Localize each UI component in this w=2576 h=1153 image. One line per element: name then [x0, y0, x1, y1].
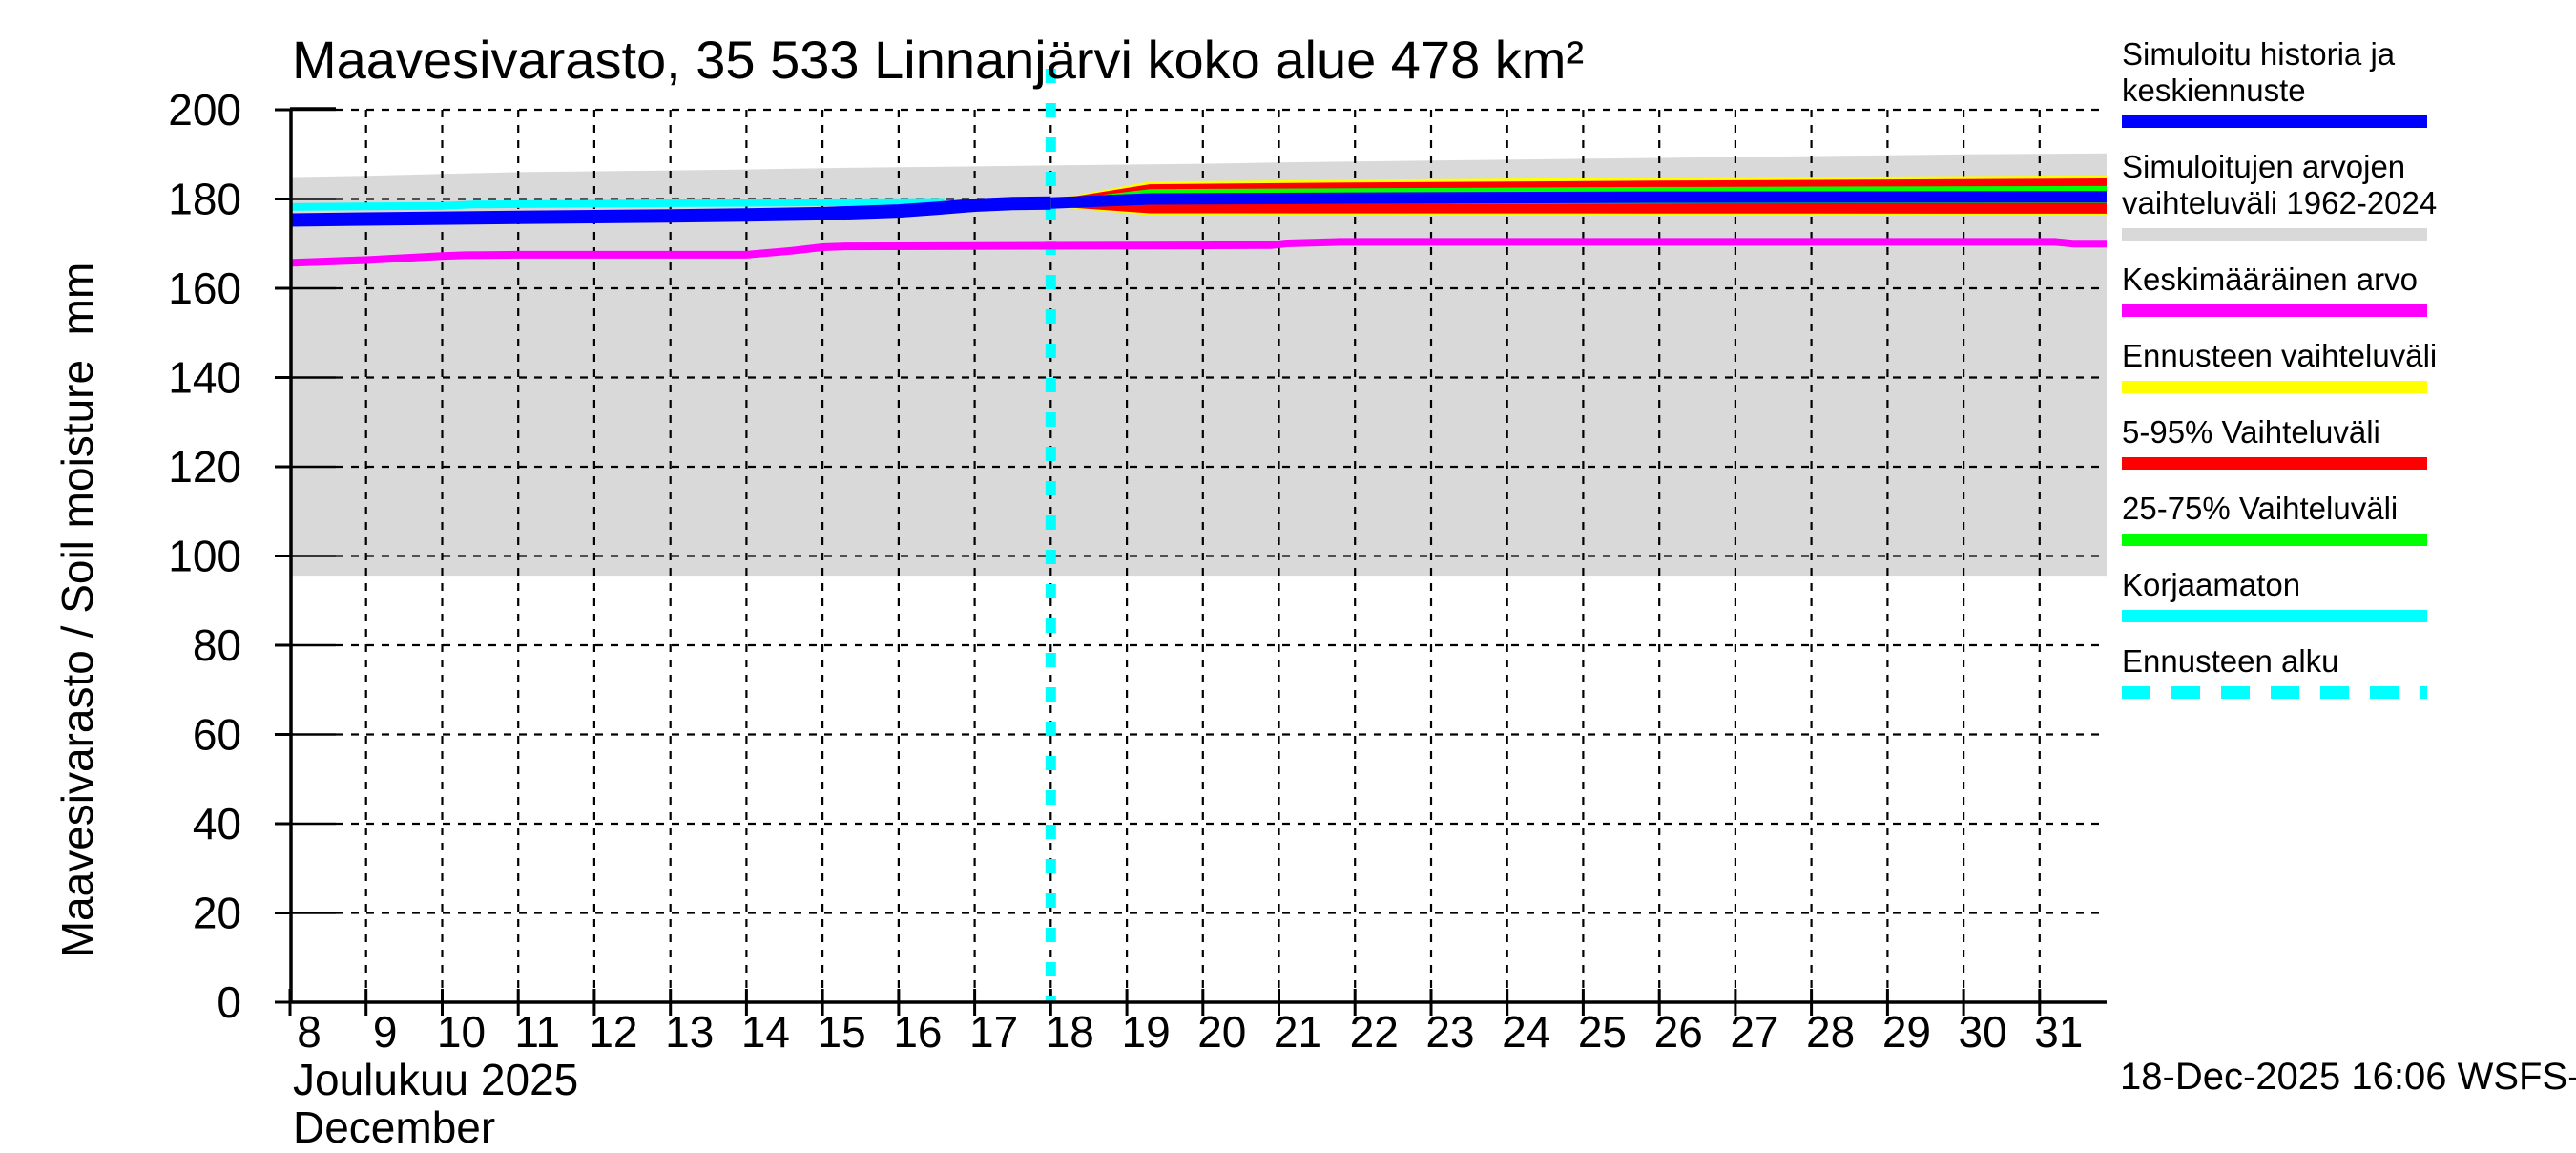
legend-swatch-p5_95	[2122, 457, 2427, 470]
legend-swatch-mean	[2122, 304, 2427, 317]
legend-item-p25_75: 25-75% Vaihteluväli	[2122, 491, 2523, 546]
x-tick-label: 31	[2034, 1007, 2083, 1057]
legend-swatch-sim_range	[2122, 228, 2427, 241]
axes	[289, 107, 2107, 1004]
x-tick-label: 10	[437, 1007, 486, 1057]
legend-item-sim_range: Simuloitujen arvojen vaihteluväli 1962-20…	[2122, 149, 2523, 241]
x-tick-label: 15	[818, 1007, 866, 1057]
y-tick-label: 80	[193, 620, 241, 670]
x-tick-label: 26	[1654, 1007, 1703, 1057]
legend-label: Simuloitu historia ja	[2122, 36, 2396, 72]
legend-swatch-uncorrected	[2122, 610, 2427, 622]
x-tick-label: 28	[1806, 1007, 1855, 1057]
x-tick-label: 13	[665, 1007, 714, 1057]
legend-item-forecast_range: Ennusteen vaihteluväli	[2122, 338, 2523, 393]
generation-timestamp: 18-Dec-2025 16:06 WSFS-O	[2120, 1056, 2576, 1098]
legend-item-p5_95: 5-95% Vaihteluväli	[2122, 414, 2523, 470]
x-axis-month-finnish: Joulukuu 2025	[293, 1055, 579, 1104]
legend: Simuloitu historia ja keskiennuste Simuloi…	[2122, 36, 2523, 720]
legend-item-history: Simuloitu historia ja keskiennuste	[2122, 36, 2523, 128]
history-line	[289, 196, 1051, 227]
y-tick-label: 40	[193, 799, 241, 849]
tick-labels: 0 20 40 60 80 100 120 140 160 180 200 8 9 10 11 12 13 14 1…	[168, 85, 2083, 1057]
legend-label: keskiennuste	[2122, 73, 2306, 108]
legend-label: Ennusteen alku	[2122, 643, 2339, 679]
legend-label: 5-95% Vaihteluväli	[2122, 414, 2380, 450]
x-tick-label: 25	[1578, 1007, 1627, 1057]
x-tick-label: 27	[1730, 1007, 1778, 1057]
legend-swatch-p25_75	[2122, 534, 2427, 546]
x-tick-label: 17	[969, 1007, 1018, 1057]
y-tick-label: 120	[168, 442, 241, 492]
legend-item-forecast_start: Ennusteen alku	[2122, 643, 2523, 699]
x-tick-label: 29	[1882, 1007, 1931, 1057]
x-tick-label: 23	[1425, 1007, 1474, 1057]
uncorrected-line	[289, 198, 945, 211]
y-tick-label: 60	[193, 710, 241, 760]
legend-swatch-forecast_range	[2122, 381, 2427, 393]
forecast-median-line	[1050, 191, 2108, 209]
x-tick-label: 18	[1046, 1007, 1094, 1057]
x-tick-label: 20	[1197, 1007, 1246, 1057]
y-axis-label: Maavesivarasto / Soil moisture mm	[52, 262, 102, 958]
legend-item-mean: Keskimääräinen arvo	[2122, 262, 2523, 317]
legend-label: Korjaamaton	[2122, 567, 2301, 602]
x-tick-label: 14	[741, 1007, 790, 1057]
y-tick-label: 180	[168, 175, 241, 224]
legend-label: Simuloitujen arvojen	[2122, 149, 2406, 184]
legend-label: vaihteluväli 1962-2024	[2122, 185, 2438, 220]
y-tick-label: 140	[168, 353, 241, 403]
legend-swatch-history	[2122, 115, 2427, 128]
x-tick-label: 30	[1959, 1007, 2007, 1057]
x-tick-label: 21	[1274, 1007, 1322, 1057]
x-tick-label: 11	[514, 1007, 560, 1057]
mean-line	[289, 238, 2107, 267]
legend-label: 25-75% Vaihteluväli	[2122, 491, 2399, 526]
legend-swatch-forecast_start-dashed	[2122, 686, 2427, 699]
x-tick-label: 24	[1502, 1007, 1550, 1057]
x-tick-label: 9	[373, 1007, 398, 1057]
y-tick-label: 20	[193, 889, 241, 938]
x-axis-month-english: December	[293, 1102, 496, 1152]
x-tick-label: 16	[893, 1007, 942, 1057]
y-tick-label: 160	[168, 263, 241, 313]
y-tick-label: 100	[168, 532, 241, 581]
legend-label: Keskimääräinen arvo	[2122, 262, 2418, 297]
legend-item-uncorrected: Korjaamaton	[2122, 567, 2523, 622]
x-tick-label: 19	[1122, 1007, 1171, 1057]
x-tick-label: 12	[589, 1007, 637, 1057]
y-tick-label: 200	[168, 85, 241, 135]
y-tick-label: 0	[217, 977, 241, 1027]
x-tick-label: 22	[1350, 1007, 1399, 1057]
x-tick-label: 8	[297, 1007, 322, 1057]
sim-range-band	[290, 153, 2107, 576]
legend-label: Ennusteen vaihteluväli	[2122, 338, 2438, 373]
chart-title: Maavesivarasto, 35 533 Linnanjärvi koko …	[292, 30, 1585, 90]
